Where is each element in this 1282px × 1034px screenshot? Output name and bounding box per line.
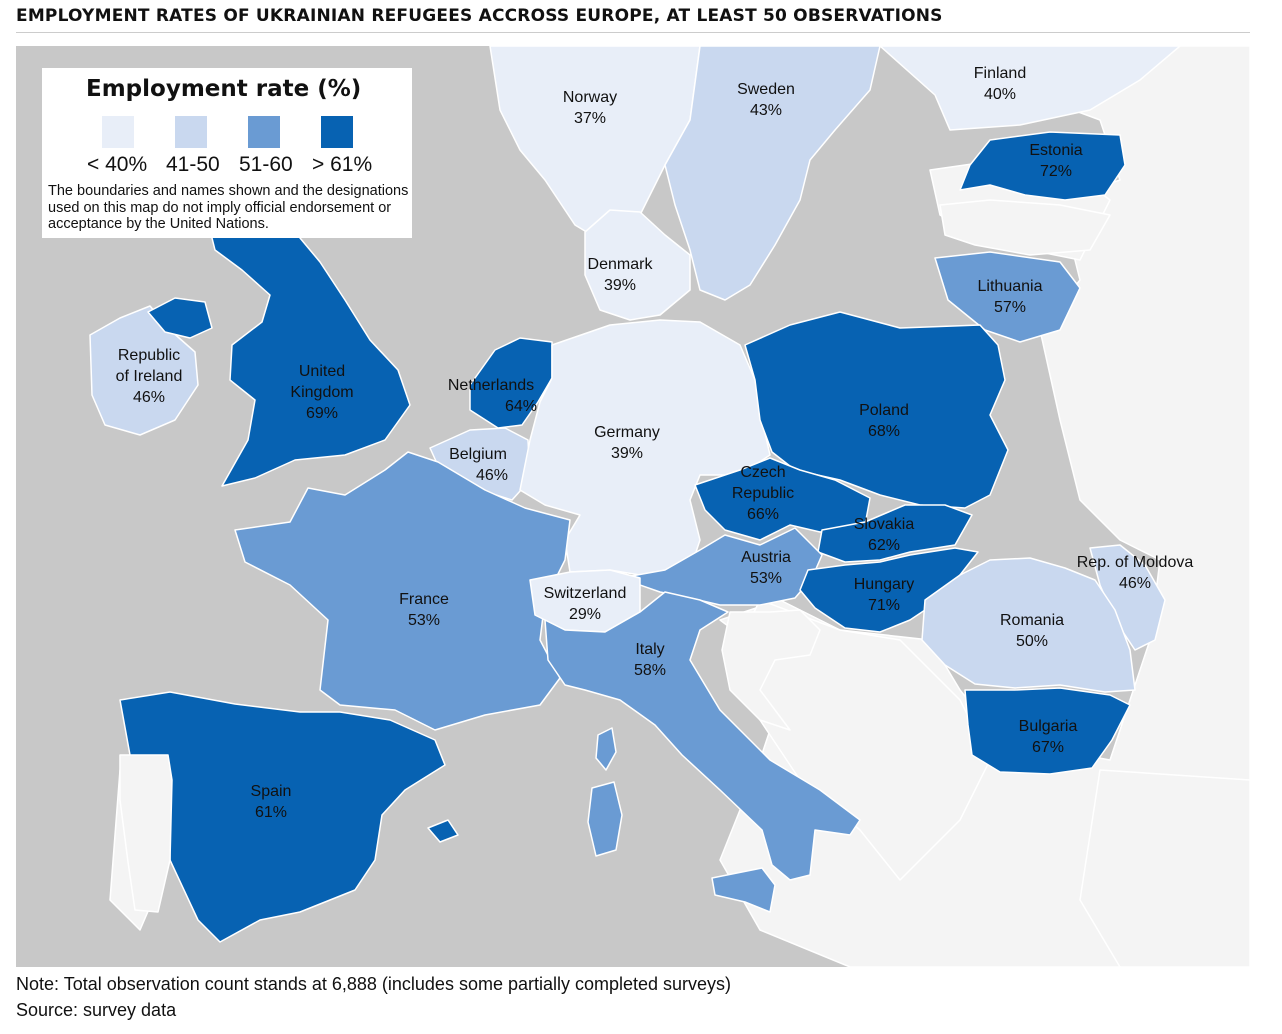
label-switzerland-name: Switzerland <box>544 585 627 602</box>
label-romania-rate: 50% <box>1016 633 1048 650</box>
country-sardinia <box>587 781 623 857</box>
label-uk-rate: 69% <box>306 405 338 422</box>
map-legend: Employment rate (%) < 40% 41-50 51-60 > … <box>42 68 412 238</box>
country-labels: Norway 37% Sweden 43% Finland 40% Estoni… <box>116 65 1194 821</box>
label-spain-name: Spain <box>251 783 292 800</box>
label-czech-name-2: Republic <box>732 485 794 502</box>
label-ireland-name-1: Republic <box>118 347 180 364</box>
label-france-rate: 53% <box>408 612 440 629</box>
label-bulgaria-name: Bulgaria <box>1019 718 1078 735</box>
country-portugal <box>119 754 173 913</box>
country-estonia[interactable] <box>959 131 1126 201</box>
label-hungary-name: Hungary <box>854 576 914 593</box>
country-croatia <box>721 609 821 731</box>
label-finland-name: Finland <box>974 65 1026 82</box>
country-finland[interactable] <box>879 46 1181 131</box>
legend-label-41-50: 41-50 <box>166 153 220 176</box>
label-czech-name-1: Czech <box>740 464 785 481</box>
label-germany-rate: 39% <box>611 445 643 462</box>
label-norway-rate: 37% <box>574 110 606 127</box>
label-poland-name: Poland <box>859 402 909 419</box>
footnote-note: Note: Total observation count stands at … <box>16 974 732 994</box>
label-czech-rate: 66% <box>747 506 779 523</box>
country-slovakia[interactable] <box>817 504 973 563</box>
legend-swatch-over-61 <box>321 116 353 148</box>
label-slovakia-name: Slovakia <box>854 516 915 533</box>
label-netherlands-name: Netherlands <box>448 377 534 394</box>
country-poland[interactable] <box>744 311 1009 509</box>
label-ireland-rate: 46% <box>133 389 165 406</box>
chart-title: EMPLOYMENT RATES OF UKRAINIAN REFUGEES A… <box>16 6 943 26</box>
country-sicily <box>711 867 776 913</box>
label-denmark-name: Denmark <box>588 256 654 273</box>
legend-disclaimer: The boundaries and names shown and the d… <box>48 183 409 232</box>
label-bulgaria-rate: 67% <box>1032 739 1064 756</box>
label-lithuania-rate: 57% <box>994 299 1026 316</box>
label-romania-name: Romania <box>1000 612 1064 629</box>
legend-swatch-41-50 <box>175 116 207 148</box>
label-sweden-rate: 43% <box>750 102 782 119</box>
country-romania[interactable] <box>921 557 1136 693</box>
country-corsica <box>595 727 617 771</box>
country-sweden[interactable] <box>664 46 881 301</box>
legend-label-over-61: > 61% <box>312 153 373 176</box>
country-france[interactable] <box>234 451 571 731</box>
country-northern-ireland <box>147 297 213 339</box>
label-moldova-name: Rep. of Moldova <box>1077 554 1194 571</box>
label-austria-name: Austria <box>741 549 791 566</box>
label-netherlands-rate: 64% <box>505 398 537 415</box>
legend-swatch-under-40 <box>102 116 134 148</box>
label-uk-name-2: Kingdom <box>290 384 353 401</box>
country-lithuania[interactable] <box>934 251 1081 343</box>
country-balearic <box>427 819 459 843</box>
label-norway-name: Norway <box>563 89 617 106</box>
label-italy-name: Italy <box>635 641 664 658</box>
label-uk-name-1: United <box>299 363 345 380</box>
country-italy[interactable] <box>544 591 861 881</box>
country-spain[interactable] <box>119 691 446 943</box>
country-latvia <box>939 199 1111 256</box>
footnote-source: Source: survey data <box>16 1000 177 1020</box>
label-finland-rate: 40% <box>984 86 1016 103</box>
label-spain-rate: 61% <box>255 804 287 821</box>
country-ireland[interactable] <box>89 305 199 436</box>
legend-title: Employment rate (%) <box>86 76 362 102</box>
legend-label-51-60: 51-60 <box>239 153 293 176</box>
label-switzerland-rate: 29% <box>569 606 601 623</box>
label-denmark-rate: 39% <box>604 277 636 294</box>
label-italy-rate: 58% <box>634 662 666 679</box>
legend-swatch-51-60 <box>248 116 280 148</box>
label-austria-rate: 53% <box>750 570 782 587</box>
label-france-name: France <box>399 591 449 608</box>
label-ireland-name-2: of Ireland <box>116 368 183 385</box>
label-belgium-name: Belgium <box>449 446 507 463</box>
country-denmark[interactable] <box>584 209 691 321</box>
label-moldova-rate: 46% <box>1119 575 1151 592</box>
legend-label-under-40: < 40% <box>87 153 148 176</box>
label-estonia-name: Estonia <box>1029 142 1082 159</box>
label-slovakia-rate: 62% <box>868 537 900 554</box>
label-lithuania-name: Lithuania <box>978 278 1043 295</box>
label-germany-name: Germany <box>594 424 660 441</box>
country-bulgaria[interactable] <box>964 687 1131 775</box>
country-netherlands[interactable] <box>469 337 553 429</box>
title-divider <box>16 32 1250 33</box>
label-sweden-name: Sweden <box>737 81 795 98</box>
label-hungary-rate: 71% <box>868 597 900 614</box>
label-poland-rate: 68% <box>868 423 900 440</box>
label-belgium-rate: 46% <box>476 467 508 484</box>
label-estonia-rate: 72% <box>1040 163 1072 180</box>
